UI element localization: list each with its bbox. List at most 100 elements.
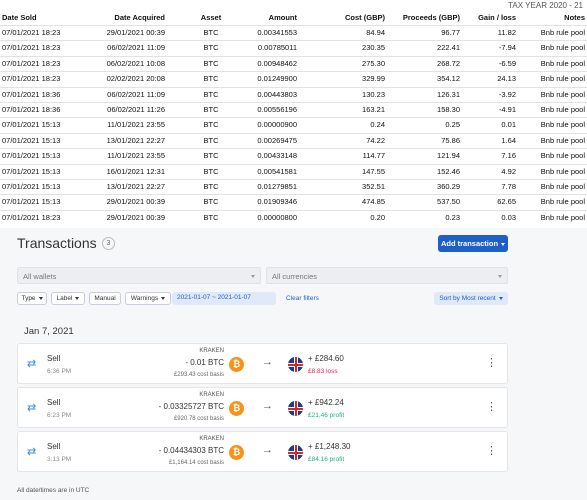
filter-chip[interactable]: Warnings (125, 292, 171, 305)
table-cell: BTC (203, 43, 219, 53)
btc-icon: ₿ (229, 357, 244, 372)
select-caret (251, 275, 255, 278)
table-cell: -4.91 (498, 105, 516, 114)
table-cell: 07/01/2021 15:13 (2, 182, 61, 191)
table-cell: 0.00000900 (257, 120, 297, 130)
table-cell: 474.85 (362, 197, 385, 207)
sent-amount: - 0.04434303 BTC (158, 446, 224, 455)
table-cell: Bnb rule pool (540, 166, 585, 176)
table-cell: Bnb rule pool (540, 197, 585, 207)
cost-basis: £920.78 cost basis (173, 416, 224, 422)
table-cell: 07/01/2021 18:23 (2, 212, 61, 222)
table-cell: Bnb rule pool (540, 135, 585, 145)
table-cell: 0.01909346 (257, 197, 297, 207)
sort-button[interactable]: Sort by Most recent (434, 292, 508, 305)
table-cell: 11/01/2021 23:55 (107, 151, 165, 161)
cost-basis: £293.43 cost basis (173, 372, 224, 378)
table-cell: 0.01 (501, 120, 516, 130)
table-cell: 0.00785011 (257, 43, 297, 53)
table-cell: BTC (203, 151, 219, 161)
flag-cross-r (294, 445, 297, 460)
table-cell: 0.00269475 (257, 135, 297, 145)
table-cell: Bnb rule pool (540, 182, 585, 191)
exchange: KRAKEN (199, 348, 224, 354)
filter-chip[interactable]: Label (51, 292, 85, 305)
table-cell: 0.00433148 (257, 151, 297, 161)
table-cell: 07/01/2021 18:23 (2, 58, 61, 68)
transaction-card[interactable]: ⇄ Sell 3:13 PM KRAKEN - 0.04434303 BTC £1,164… (17, 431, 508, 472)
table-header: Asset (200, 13, 222, 22)
clear-filters[interactable]: Clear filters (286, 295, 319, 302)
table-cell: 62.65 (497, 197, 516, 207)
table-cell: 84.94 (366, 28, 385, 37)
table-cell: Bnb rule pool (540, 43, 585, 53)
gain-loss: £84.16 profit (308, 456, 345, 463)
table-cell: Bnb rule pool (540, 58, 585, 68)
more-menu[interactable]: ⋮ (486, 357, 497, 369)
row-divider (0, 71, 587, 73)
table-cell: 7.16 (501, 151, 516, 161)
table-cell: 0.00556196 (257, 105, 297, 114)
table-header: Gain / loss (478, 13, 516, 22)
date-range[interactable]: 2021-01-07 ~ 2021-01-07 (172, 292, 276, 305)
table-cell: 07/01/2021 15:13 (2, 166, 61, 176)
table-cell: 0.25 (445, 120, 460, 130)
row-divider (0, 40, 587, 42)
flag-cross-r (294, 357, 297, 372)
table-cell: 0.01249900 (257, 74, 297, 84)
swap-icon: ⇄ (27, 446, 37, 458)
uk-flag (288, 445, 303, 460)
table-cell: 13/01/2021 22:27 (106, 182, 165, 191)
table-cell: 230.35 (362, 43, 385, 53)
select[interactable]: All currencies (266, 267, 508, 284)
table-cell: 96.77 (441, 28, 460, 37)
filter-chip[interactable]: Manual (89, 292, 121, 305)
swap-icon: ⇄ (27, 358, 37, 370)
table-cell: BTC (203, 120, 219, 130)
select-caret (498, 275, 502, 278)
row-divider (0, 194, 587, 196)
table-cell: BTC (203, 135, 219, 145)
sent-amount: - 0.03325727 BTC (158, 402, 224, 411)
more-menu[interactable]: ⋮ (486, 445, 497, 457)
transaction-card[interactable]: ⇄ Sell 6:23 PM KRAKEN - 0.03325727 BTC £920.7… (17, 387, 508, 428)
sort-label: Sort by Most recent (439, 295, 502, 302)
table-cell: 152.46 (437, 166, 460, 176)
table-cell: 74.22 (366, 135, 385, 145)
table-cell: 75.86 (441, 135, 460, 145)
table-cell: 4.92 (501, 166, 516, 176)
row-divider (0, 132, 587, 134)
filter-chip[interactable]: Type (17, 292, 47, 305)
add-button[interactable]: Add transaction (438, 235, 508, 252)
table-cell: 130.23 (362, 89, 385, 99)
table-cell: BTC (203, 197, 219, 207)
exchange: KRAKEN (199, 436, 224, 442)
table-header: Amount (268, 13, 297, 22)
gain-loss: £21.46 profit (308, 412, 345, 419)
table-cell: Bnb rule pool (540, 151, 585, 161)
row-divider (0, 163, 587, 165)
select[interactable]: All wallets (17, 267, 261, 284)
table-cell: 0.01279851 (257, 182, 297, 191)
transaction-card[interactable]: ⇄ Sell 6:36 PM KRAKEN - 0.01 BTC £293.43 cost… (17, 343, 508, 384)
table-cell: 07/01/2021 15:13 (2, 120, 61, 130)
table-cell: -7.94 (498, 43, 516, 53)
table-cell: BTC (203, 89, 219, 99)
table-cell: 24.13 (497, 74, 516, 84)
table-cell: 07/01/2021 18:36 (2, 105, 61, 114)
table-cell: BTC (203, 182, 219, 191)
table-cell: 0.03 (501, 212, 516, 222)
table-cell: Bnb rule pool (540, 120, 585, 130)
table-cell: Bnb rule pool (540, 212, 585, 222)
table-cell: 158.30 (437, 105, 460, 114)
table-cell: 11/01/2021 23:55 (107, 120, 165, 130)
table-header: Proceeds (GBP) (402, 13, 460, 22)
more-menu[interactable]: ⋮ (486, 401, 497, 413)
table-cell: 360.29 (437, 182, 460, 191)
received-amount: + £1,248.30 (308, 442, 351, 451)
table-cell: 163.21 (362, 105, 385, 114)
table-cell: BTC (203, 58, 219, 68)
table-cell: 29/01/2021 00:39 (106, 197, 165, 207)
table-cell: 06/02/2021 11:09 (107, 89, 165, 99)
sent-amount: - 0.01 BTC (185, 358, 224, 367)
